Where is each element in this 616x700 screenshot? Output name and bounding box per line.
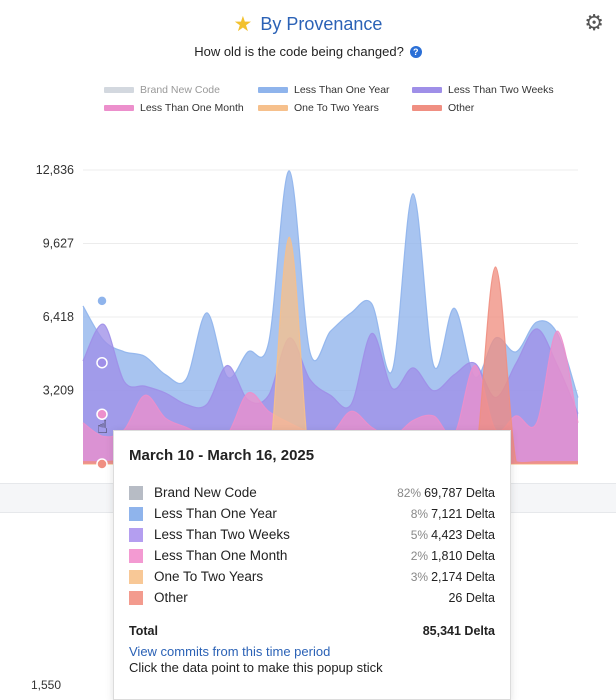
data-point-tooltip: March 10 - March 16, 2025 Brand New Code…: [113, 430, 511, 700]
series-area: [83, 324, 578, 464]
help-icon[interactable]: ?: [409, 45, 422, 58]
y-tick-label: 6,418: [43, 310, 74, 324]
tooltip-series-percent: 8%: [410, 506, 429, 521]
tooltip-rows: Brand New Code 82% 69,787 Delta Less Than O…: [129, 482, 495, 608]
data-point-marker: [96, 356, 108, 369]
tooltip-swatch: [129, 590, 143, 605]
gear-icon[interactable]: ⚙: [584, 10, 604, 35]
tooltip-series-name: One To Two Years: [154, 569, 264, 584]
chart-header: ★ By Provenance How old is the code bein…: [0, 14, 616, 59]
tooltip-series-value: 2,174 Delta: [431, 569, 495, 584]
legend-item[interactable]: Less Than One Month: [104, 102, 258, 114]
legend-item[interactable]: Less Than Two Weeks: [412, 84, 572, 96]
y-tick-label: 12,836: [36, 163, 74, 177]
legend-item[interactable]: Other: [412, 102, 572, 114]
tooltip-swatch: [129, 485, 143, 500]
tooltip-row: Less Than Two Weeks 5% 4,423 Delta: [129, 524, 495, 545]
chart-legend: Brand New Code Less Than One Year Less Tha…: [104, 84, 574, 114]
legend-swatch: [104, 87, 134, 93]
tooltip-row: Less Than One Year 8% 7,121 Delta: [129, 503, 495, 524]
tooltip-swatch: [129, 569, 143, 584]
tooltip-series-name: Brand New Code: [154, 485, 257, 500]
next-chart-y-tick: 1,550: [31, 678, 62, 692]
hand-cursor-icon: ☝: [97, 417, 108, 438]
legend-label: One To Two Years: [294, 102, 379, 114]
tooltip-series-percent: 82%: [397, 485, 422, 500]
legend-item[interactable]: One To Two Years: [258, 102, 412, 114]
legend-item[interactable]: Less Than One Year: [258, 84, 412, 96]
tooltip-series-value: 69,787 Delta: [424, 485, 495, 500]
star-icon[interactable]: ★: [233, 13, 253, 36]
legend-label: Other: [448, 102, 475, 114]
legend-swatch: [258, 105, 288, 111]
legend-label: Less Than One Month: [140, 102, 244, 114]
tooltip-series-value: 7,121 Delta: [431, 506, 495, 521]
tooltip-series-percent: 3%: [410, 569, 429, 584]
legend-label: Brand New Code: [140, 84, 220, 96]
tooltip-note: Click the data point to make this popup …: [129, 660, 383, 675]
view-commits-link[interactable]: View commits from this time period: [129, 644, 331, 659]
data-point-marker: [96, 295, 108, 307]
y-tick-label: 3,209: [43, 384, 74, 398]
tooltip-total: Total 85,341 Delta: [129, 624, 495, 638]
tooltip-row: Less Than One Month 2% 1,810 Delta: [129, 545, 495, 566]
tooltip-swatch: [129, 527, 143, 542]
tooltip-series-name: Less Than Two Weeks: [154, 527, 290, 542]
tooltip-row: One To Two Years 3% 2,174 Delta: [129, 566, 495, 587]
tooltip-title: March 10 - March 16, 2025: [129, 447, 315, 464]
legend-swatch: [412, 87, 442, 93]
tooltip-series-value: 1,810 Delta: [431, 548, 495, 563]
tooltip-series-name: Less Than One Month: [154, 548, 288, 563]
tooltip-series-value: 26 Delta: [448, 590, 495, 605]
tooltip-row: Other 26 Delta: [129, 587, 495, 608]
tooltip-swatch: [129, 548, 143, 563]
title-row: ★ By Provenance: [0, 14, 616, 35]
legend-swatch: [412, 105, 442, 111]
legend-item[interactable]: Brand New Code: [104, 84, 258, 96]
tooltip-swatch: [129, 506, 143, 521]
tooltip-series-percent: 2%: [410, 548, 429, 563]
tooltip-series-name: Other: [154, 590, 188, 605]
legend-label: Less Than Two Weeks: [448, 84, 554, 96]
legend-swatch: [104, 105, 134, 111]
chart-subtitle: How old is the code being changed?: [194, 44, 404, 59]
y-tick-label: 9,627: [43, 237, 74, 251]
tooltip-series-value: 4,423 Delta: [431, 527, 495, 542]
tooltip-total-value: 85,341 Delta: [422, 624, 495, 638]
tooltip-series-name: Less Than One Year: [154, 506, 277, 521]
tooltip-total-label: Total: [129, 624, 158, 638]
tooltip-series-percent: 5%: [410, 527, 429, 542]
subtitle-row: How old is the code being changed? ?: [0, 44, 616, 59]
data-point-marker: [96, 408, 108, 420]
data-point-marker: [96, 458, 108, 470]
legend-label: Less Than One Year: [294, 84, 390, 96]
legend-swatch: [258, 87, 288, 93]
chart-title: By Provenance: [260, 14, 383, 34]
tooltip-row: Brand New Code 82% 69,787 Delta: [129, 482, 495, 503]
